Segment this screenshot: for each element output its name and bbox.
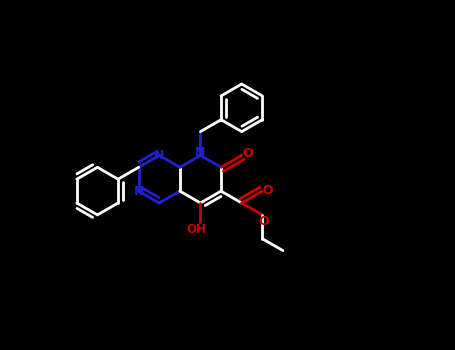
Text: OH: OH [187,223,206,236]
Text: N: N [154,149,164,162]
Text: O: O [263,183,273,197]
Text: O: O [243,147,253,160]
Text: O: O [259,215,269,228]
Text: N: N [195,146,206,159]
Text: N: N [133,184,144,198]
